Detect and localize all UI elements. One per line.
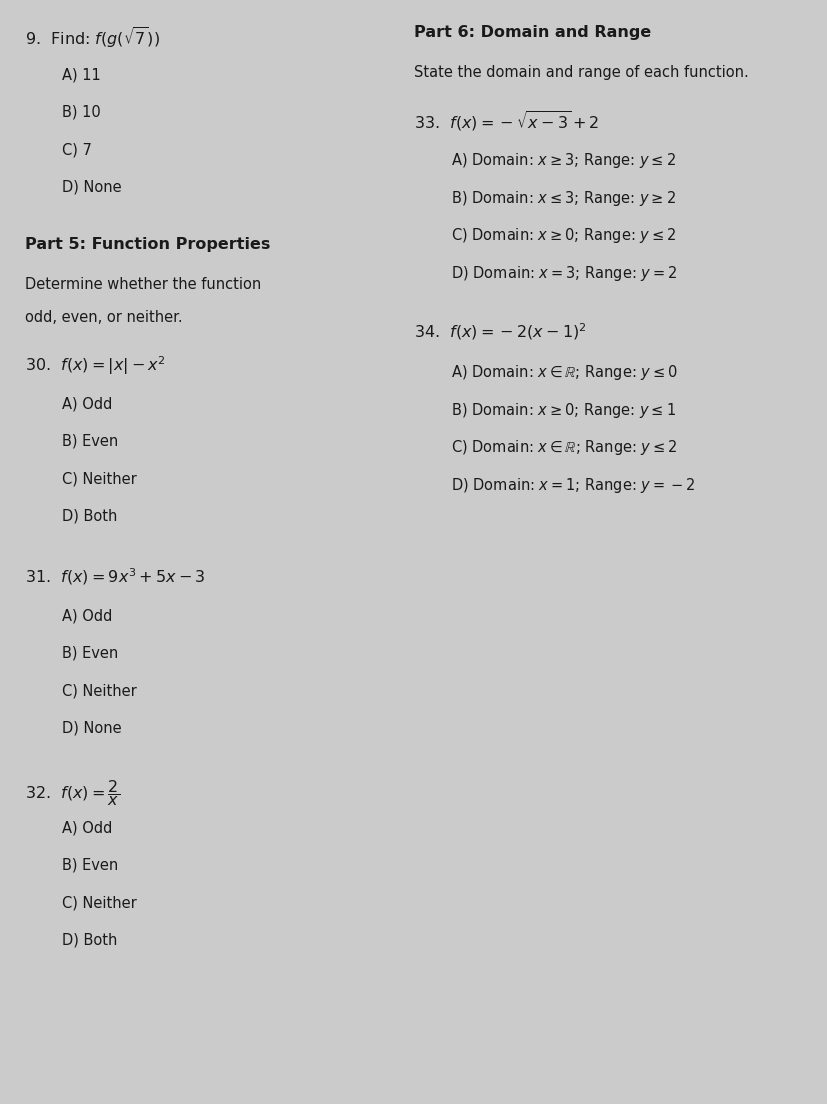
Text: Part 6: Domain and Range: Part 6: Domain and Range <box>414 25 651 41</box>
Text: A) Odd: A) Odd <box>62 396 112 412</box>
Text: State the domain and range of each function.: State the domain and range of each funct… <box>414 65 748 81</box>
Text: C) Domain: $x \in \mathbb{R}$; Range: $y \leq 2$: C) Domain: $x \in \mathbb{R}$; Range: $y… <box>451 438 677 457</box>
Text: A) Domain: $x \in \mathbb{R}$; Range: $y \leq 0$: A) Domain: $x \in \mathbb{R}$; Range: $y… <box>451 363 677 382</box>
Text: A) Odd: A) Odd <box>62 608 112 624</box>
Text: 31.  $f(x) = 9x^3 + 5x - 3$: 31. $f(x) = 9x^3 + 5x - 3$ <box>25 566 205 587</box>
Text: C) 7: C) 7 <box>62 142 92 158</box>
Text: D) Both: D) Both <box>62 509 117 524</box>
Text: D) Both: D) Both <box>62 933 117 948</box>
Text: B) Domain: $x \leq 3$; Range: $y \geq 2$: B) Domain: $x \leq 3$; Range: $y \geq 2$ <box>451 189 676 208</box>
Text: D) Domain: $x = 1$; Range: $y = -2$: D) Domain: $x = 1$; Range: $y = -2$ <box>451 476 695 495</box>
Text: A) Odd: A) Odd <box>62 820 112 836</box>
Text: 9.  Find: $f(g(\sqrt{7}))$: 9. Find: $f(g(\sqrt{7}))$ <box>25 25 160 51</box>
Text: B) Even: B) Even <box>62 858 118 873</box>
Text: B) Even: B) Even <box>62 434 118 449</box>
Text: D) Domain: $x = 3$; Range: $y = 2$: D) Domain: $x = 3$; Range: $y = 2$ <box>451 264 676 283</box>
Text: D) None: D) None <box>62 721 122 736</box>
Text: D) None: D) None <box>62 180 122 195</box>
Text: Determine whether the function: Determine whether the function <box>25 277 261 293</box>
Text: B) 10: B) 10 <box>62 105 101 120</box>
Text: A) 11: A) 11 <box>62 67 101 83</box>
Text: B) Domain: $x \geq 0$; Range: $y \leq 1$: B) Domain: $x \geq 0$; Range: $y \leq 1$ <box>451 401 676 420</box>
Text: 34.  $f(x) = -2(x-1)^2$: 34. $f(x) = -2(x-1)^2$ <box>414 321 586 342</box>
Text: C) Neither: C) Neither <box>62 471 136 487</box>
Text: C) Neither: C) Neither <box>62 683 136 699</box>
Text: Part 5: Function Properties: Part 5: Function Properties <box>25 237 270 253</box>
Text: 32.  $f(x) = \dfrac{2}{x}$: 32. $f(x) = \dfrac{2}{x}$ <box>25 778 120 808</box>
Text: odd, even, or neither.: odd, even, or neither. <box>25 310 183 326</box>
Text: 33.  $f(x) = -\sqrt{x-3}+2$: 33. $f(x) = -\sqrt{x-3}+2$ <box>414 109 599 134</box>
Text: B) Even: B) Even <box>62 646 118 661</box>
Text: C) Domain: $x \geq 0$; Range: $y \leq 2$: C) Domain: $x \geq 0$; Range: $y \leq 2$ <box>451 226 676 245</box>
Text: C) Neither: C) Neither <box>62 895 136 911</box>
Text: A) Domain: $x \geq 3$; Range: $y \leq 2$: A) Domain: $x \geq 3$; Range: $y \leq 2$ <box>451 151 676 170</box>
Text: 30.  $f(x) = |x| - x^2$: 30. $f(x) = |x| - x^2$ <box>25 354 165 378</box>
